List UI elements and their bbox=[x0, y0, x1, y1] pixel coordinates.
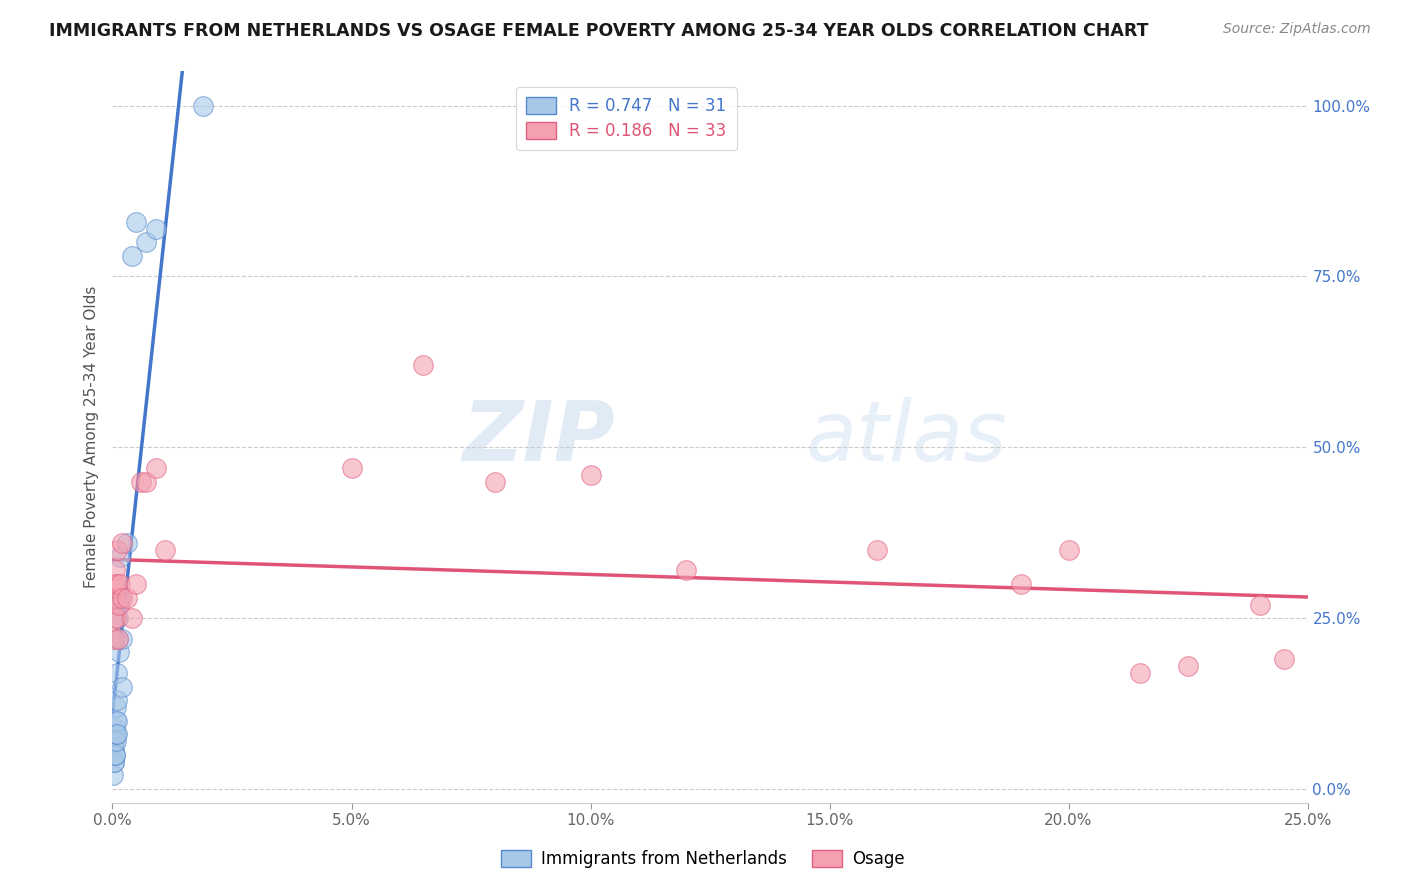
Legend: Immigrants from Netherlands, Osage: Immigrants from Netherlands, Osage bbox=[495, 843, 911, 875]
Point bbox=[103, 591, 125, 605]
Point bbox=[107, 632, 129, 646]
Point bbox=[105, 665, 128, 680]
Point bbox=[105, 542, 128, 557]
Text: Source: ZipAtlas.com: Source: ZipAtlas.com bbox=[1223, 22, 1371, 37]
Point bbox=[107, 598, 129, 612]
Point bbox=[1057, 542, 1080, 557]
Point bbox=[104, 747, 127, 762]
Point bbox=[105, 577, 128, 591]
Point bbox=[579, 467, 602, 482]
Point bbox=[103, 741, 125, 756]
Point bbox=[1272, 652, 1295, 666]
Point bbox=[105, 714, 128, 728]
Point bbox=[104, 611, 127, 625]
Point bbox=[107, 632, 129, 646]
Point bbox=[1129, 665, 1152, 680]
Point bbox=[105, 611, 128, 625]
Text: IMMIGRANTS FROM NETHERLANDS VS OSAGE FEMALE POVERTY AMONG 25-34 YEAR OLDS CORREL: IMMIGRANTS FROM NETHERLANDS VS OSAGE FEM… bbox=[49, 22, 1149, 40]
Point bbox=[108, 645, 131, 659]
Point bbox=[108, 577, 131, 591]
Point bbox=[111, 632, 134, 646]
Point bbox=[145, 460, 167, 475]
Point bbox=[103, 768, 125, 782]
Point bbox=[121, 249, 143, 263]
Point bbox=[115, 591, 138, 605]
Point bbox=[111, 536, 134, 550]
Point bbox=[103, 755, 125, 769]
Text: atlas: atlas bbox=[806, 397, 1007, 477]
Point bbox=[484, 475, 506, 489]
Point bbox=[105, 727, 128, 741]
Point bbox=[105, 700, 128, 714]
Point bbox=[104, 563, 127, 577]
Point bbox=[125, 577, 148, 591]
Point bbox=[1249, 598, 1271, 612]
Point bbox=[1177, 659, 1199, 673]
Legend: R = 0.747   N = 31, R = 0.186   N = 33: R = 0.747 N = 31, R = 0.186 N = 33 bbox=[516, 87, 737, 150]
Point bbox=[125, 215, 148, 229]
Point bbox=[107, 611, 129, 625]
Point bbox=[105, 693, 128, 707]
Point bbox=[111, 680, 134, 694]
Point bbox=[108, 591, 131, 605]
Point bbox=[193, 98, 215, 112]
Point bbox=[866, 542, 889, 557]
Point bbox=[135, 475, 157, 489]
Point bbox=[153, 542, 176, 557]
Point bbox=[121, 611, 143, 625]
Point bbox=[340, 460, 363, 475]
Point bbox=[1010, 577, 1032, 591]
Point bbox=[115, 536, 138, 550]
Point bbox=[104, 727, 127, 741]
Text: ZIP: ZIP bbox=[461, 397, 614, 477]
Point bbox=[675, 563, 697, 577]
Point bbox=[105, 727, 128, 741]
Point bbox=[135, 235, 157, 250]
Point bbox=[107, 598, 129, 612]
Point bbox=[104, 747, 127, 762]
Point bbox=[103, 755, 125, 769]
Point bbox=[104, 721, 127, 735]
Point bbox=[103, 734, 125, 748]
Point bbox=[412, 359, 434, 373]
Point bbox=[104, 591, 127, 605]
Point bbox=[103, 632, 125, 646]
Point bbox=[129, 475, 152, 489]
Point bbox=[111, 591, 134, 605]
Y-axis label: Female Poverty Among 25-34 Year Olds: Female Poverty Among 25-34 Year Olds bbox=[83, 286, 98, 588]
Point bbox=[104, 714, 127, 728]
Point bbox=[108, 549, 131, 564]
Point bbox=[104, 734, 127, 748]
Point bbox=[103, 577, 125, 591]
Point bbox=[145, 221, 167, 235]
